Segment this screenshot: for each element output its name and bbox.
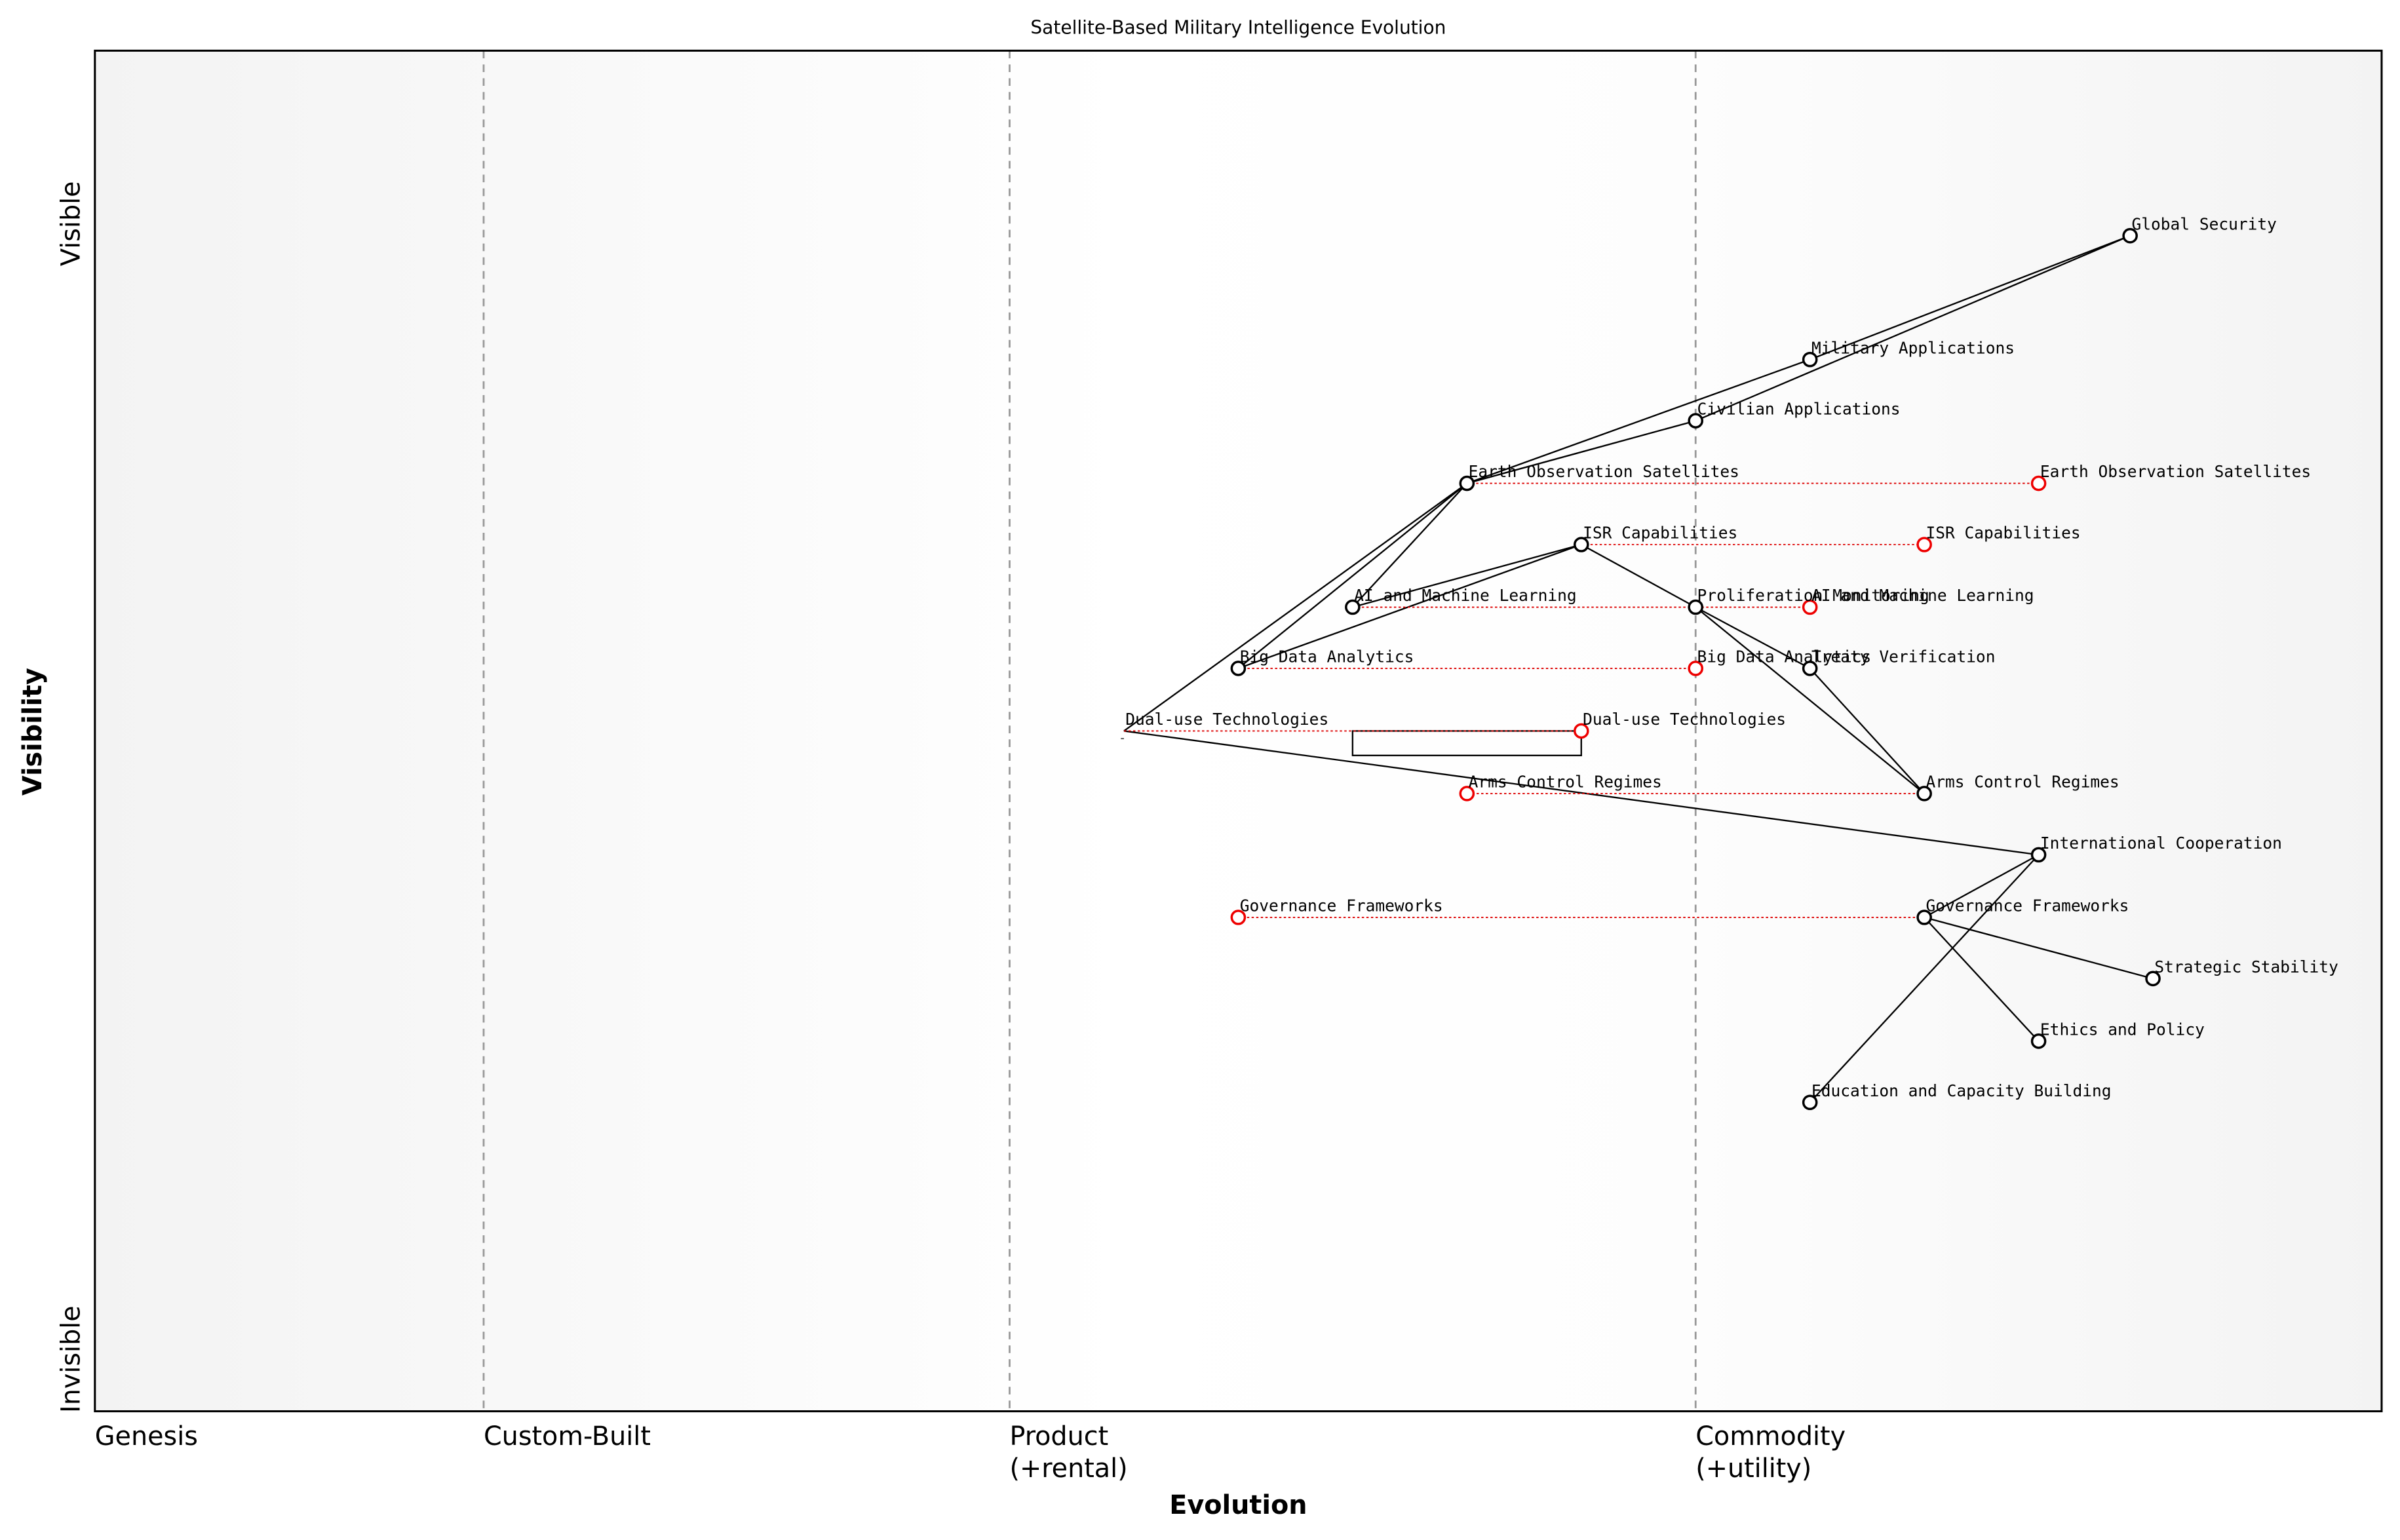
component (1802, 351, 1818, 368)
annotation-box (1351, 730, 1582, 756)
component (1916, 910, 1932, 925)
component (1802, 661, 1818, 676)
evolved-label: Earth Observation Satellites (2040, 462, 2311, 481)
evolved-component (2030, 475, 2047, 491)
plot-frame (94, 49, 2383, 1413)
component (1688, 599, 1704, 615)
component-label: Strategic Stability (2154, 957, 2338, 976)
link (1466, 419, 1696, 484)
link (1924, 917, 2040, 1042)
stage-label: Custom-Built (484, 1421, 651, 1452)
link (1695, 235, 2131, 422)
component (1573, 537, 1589, 552)
stage-label: Genesis (95, 1421, 198, 1452)
link (1352, 543, 1582, 608)
evolved-label: ISR Capabilities (1926, 524, 2080, 543)
evolved-label: Arms Control Regimes (1469, 773, 1662, 792)
evolved-label: Dual-use Technologies (1583, 710, 1786, 729)
component (1230, 661, 1247, 676)
component (1802, 1094, 1818, 1111)
component (2145, 971, 2161, 987)
component (2030, 1033, 2047, 1049)
component (2030, 847, 2047, 863)
evolved-label: AI and Machine Learning (1811, 586, 2034, 605)
evolved-component (1459, 786, 1475, 801)
y-axis-label: Visibility (18, 668, 48, 796)
x-axis-label: Evolution (1169, 1490, 1307, 1520)
stage-label: (+rental) (1009, 1453, 1127, 1484)
stage-label: Product (1009, 1421, 1108, 1452)
evolved-component (1573, 723, 1589, 739)
link (1123, 482, 1467, 732)
map-title: Satellite-Based Military Intelligence Ev… (1030, 17, 1446, 39)
component-label: Civilian Applications (1697, 400, 1901, 419)
link (1695, 606, 1811, 669)
component-label: International Cooperation (2040, 834, 2282, 853)
component-label: Dual-use Technologies (1125, 710, 1328, 729)
evolved-component (1802, 599, 1818, 615)
component-label: Global Security (2132, 214, 2277, 233)
component-label: Earth Observation Satellites (1469, 462, 1739, 481)
link (1466, 358, 1811, 484)
component-label: Arms Control Regimes (1926, 773, 2119, 792)
link (1924, 854, 2040, 918)
component (2122, 227, 2138, 244)
link (1810, 235, 2131, 360)
component (1916, 786, 1932, 801)
component (1345, 599, 1361, 615)
evolved-component (1230, 910, 1247, 925)
evolved-component (1688, 661, 1704, 676)
component-label: Proliferation Monitoring (1697, 586, 1929, 605)
link (1237, 482, 1468, 669)
link (1123, 730, 2039, 856)
stage-label: (+utility) (1695, 1453, 1811, 1484)
evolved-label: Governance Frameworks (1240, 896, 1443, 915)
link (1924, 916, 2154, 980)
component (1459, 475, 1475, 491)
link (1695, 606, 1925, 794)
stage-label: Commodity (1695, 1421, 1846, 1452)
component (1688, 413, 1704, 429)
link (1351, 482, 1468, 608)
link (1809, 854, 2040, 1104)
link (1809, 668, 1926, 794)
evolved-label: Big Data Analytics (1697, 647, 1872, 666)
component-label: Education and Capacity Building (1811, 1081, 2112, 1100)
component-label: Ethics and Policy (2040, 1020, 2205, 1039)
component-label: Big Data Analytics (1240, 647, 1414, 666)
component-label: ISR Capabilities (1583, 524, 1737, 543)
invisible-label: Invisible (56, 1305, 86, 1413)
component-label: Treaty Verification (1811, 647, 1995, 666)
evolved-component (1916, 537, 1932, 552)
component-label: Governance Frameworks (1926, 896, 2129, 915)
plot-background (94, 50, 2382, 1412)
component-label: Military Applications (1811, 338, 2015, 357)
component-label: AI and Machine Learning (1354, 586, 1576, 605)
link (1237, 543, 1582, 670)
visible-label: Visible (56, 181, 86, 266)
link (1581, 543, 1696, 608)
